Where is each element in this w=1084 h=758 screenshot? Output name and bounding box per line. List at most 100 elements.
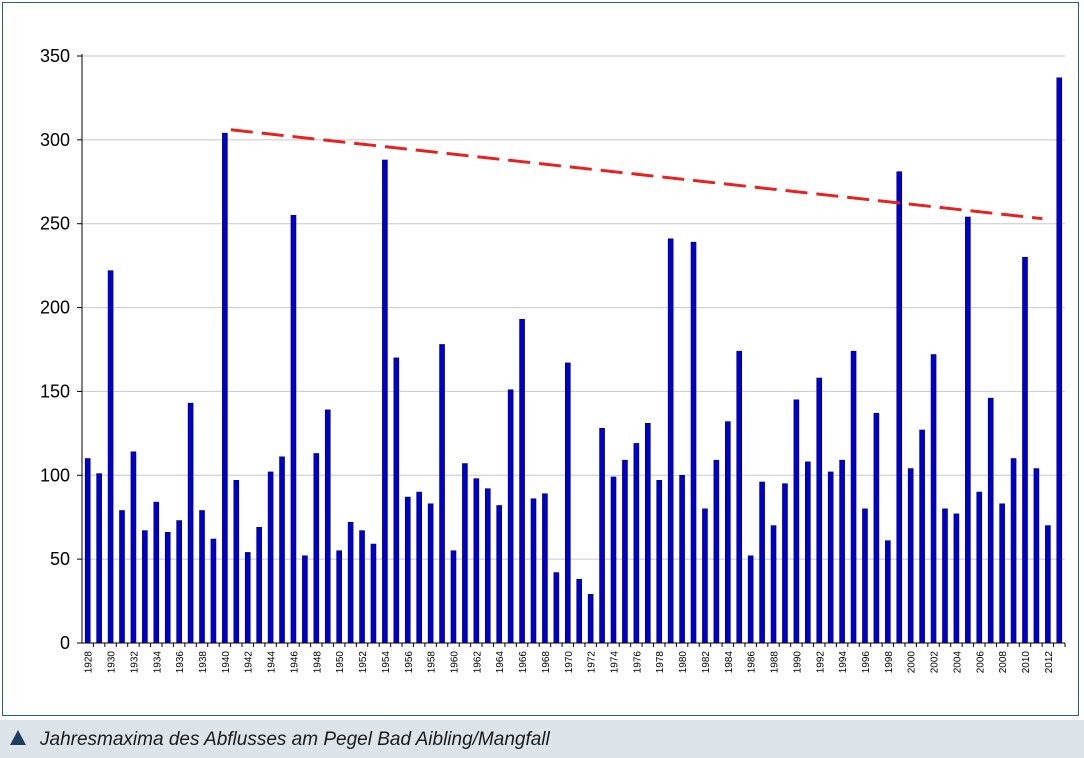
bar-1973	[599, 428, 605, 644]
bar-1936	[176, 520, 182, 644]
bars	[84, 77, 1063, 644]
bar-1980	[679, 474, 685, 644]
x-tick-label-1960: 1960	[449, 651, 460, 674]
bar-1959	[439, 344, 445, 644]
bar-1984	[725, 421, 731, 644]
x-tick-label-1958: 1958	[427, 651, 438, 674]
x-tick-label-1996: 1996	[861, 651, 872, 674]
y-tick-label: 200	[40, 298, 70, 318]
bar-1944	[267, 471, 274, 644]
y-tick-label: 0	[60, 633, 70, 653]
bar-1965	[507, 389, 514, 644]
bar-1977	[644, 422, 651, 644]
bar-1966	[519, 319, 525, 644]
bar-1976	[633, 443, 640, 644]
x-tick-label-1972: 1972	[587, 651, 598, 674]
y-tick-label: 100	[40, 465, 70, 485]
caption-bar: Jahresmaxima des Abflusses am Pegel Bad …	[0, 720, 1084, 758]
x-tick-label-1986: 1986	[747, 651, 758, 674]
trend-line	[230, 128, 1043, 221]
bar-1979	[667, 238, 674, 644]
bar-1947	[302, 555, 308, 644]
bar-1933	[142, 530, 148, 644]
bar-2009	[1010, 458, 1017, 644]
bar-1990	[793, 399, 800, 644]
bar-1981	[690, 241, 697, 644]
bar-1997	[873, 412, 880, 644]
bar-2008	[999, 503, 1005, 644]
x-tick-label-1984: 1984	[724, 651, 735, 674]
x-tick-label-1992: 1992	[815, 651, 826, 674]
x-tick-label-1930: 1930	[107, 651, 118, 674]
bar-1968	[542, 493, 548, 644]
x-tick-label-1980: 1980	[678, 651, 689, 674]
bar-1975	[622, 459, 628, 644]
bar-1961	[462, 463, 468, 644]
bar-2010	[1022, 256, 1028, 644]
bar-2013	[1056, 77, 1063, 644]
bar-1994	[839, 459, 845, 644]
bar-1986	[747, 555, 754, 644]
bar-1967	[530, 498, 537, 644]
bar-1989	[782, 483, 788, 644]
bar-1993	[827, 471, 834, 644]
trend-line-group	[230, 128, 1043, 221]
x-tick-label-1964: 1964	[495, 651, 506, 674]
bar-1963	[484, 488, 491, 644]
bar-1946	[290, 215, 297, 644]
bar-2012	[1045, 525, 1051, 644]
bar-1969	[553, 572, 560, 644]
x-tick-label-1976: 1976	[632, 651, 643, 674]
x-tick-label-1940: 1940	[221, 651, 232, 674]
bar-1938	[199, 510, 205, 644]
bar-1964	[496, 505, 503, 644]
bar-1948	[313, 453, 320, 644]
chart-frame: 0 50 100 150 200 250 300 350 1928 1930 1932 1934 19…	[2, 2, 1079, 716]
bar-1985	[736, 350, 743, 644]
y-tick-label: 250	[40, 214, 70, 234]
bar-1978	[656, 480, 663, 644]
bar-2004	[953, 513, 960, 644]
bar-1958	[427, 503, 434, 644]
bar-1928	[84, 458, 91, 644]
axes	[81, 54, 1066, 647]
bar-1954	[382, 159, 388, 644]
bar-2007	[987, 397, 994, 644]
bar-1950	[336, 550, 342, 644]
bar-1982	[702, 508, 708, 644]
x-tick-label-1928: 1928	[84, 651, 95, 674]
x-tick-label-1944: 1944	[267, 651, 278, 674]
bar-2011	[1033, 468, 1040, 644]
bar-2002	[930, 354, 937, 644]
y-tick-label: 350	[40, 46, 70, 66]
x-tick-label-1966: 1966	[518, 651, 529, 674]
bar-1945	[279, 456, 285, 644]
bar-1939	[210, 538, 217, 644]
bar-1972	[587, 594, 594, 644]
bar-1956	[404, 496, 411, 644]
bar-1951	[347, 521, 354, 644]
x-tick-label-1952: 1952	[358, 651, 369, 674]
x-tick-label-1954: 1954	[381, 651, 392, 674]
bar-1970	[564, 362, 571, 644]
bar-2003	[942, 508, 948, 644]
bar-1929	[96, 473, 102, 644]
bar-1949	[324, 409, 331, 644]
x-tick-label-1994: 1994	[838, 651, 849, 674]
x-tick-label-1946: 1946	[289, 651, 300, 674]
x-tick-label-1988: 1988	[770, 651, 781, 674]
x-tick-labels: 1928 1930 1932 1934 1936 1938 1940 1942 1944 1946…	[84, 651, 1055, 674]
bar-1991	[805, 461, 811, 644]
bar-1960	[450, 550, 457, 644]
bar-1943	[256, 526, 262, 644]
x-tick-label-1942: 1942	[244, 651, 255, 674]
x-tick-label-2012: 2012	[1044, 651, 1055, 674]
bar-1940	[222, 132, 228, 644]
x-tick-label-1974: 1974	[610, 651, 621, 674]
bar-1953	[370, 543, 377, 644]
bar-1995	[850, 350, 857, 644]
bar-1988	[770, 525, 777, 644]
bar-1974	[610, 476, 617, 644]
x-tick-label-2006: 2006	[975, 651, 986, 674]
